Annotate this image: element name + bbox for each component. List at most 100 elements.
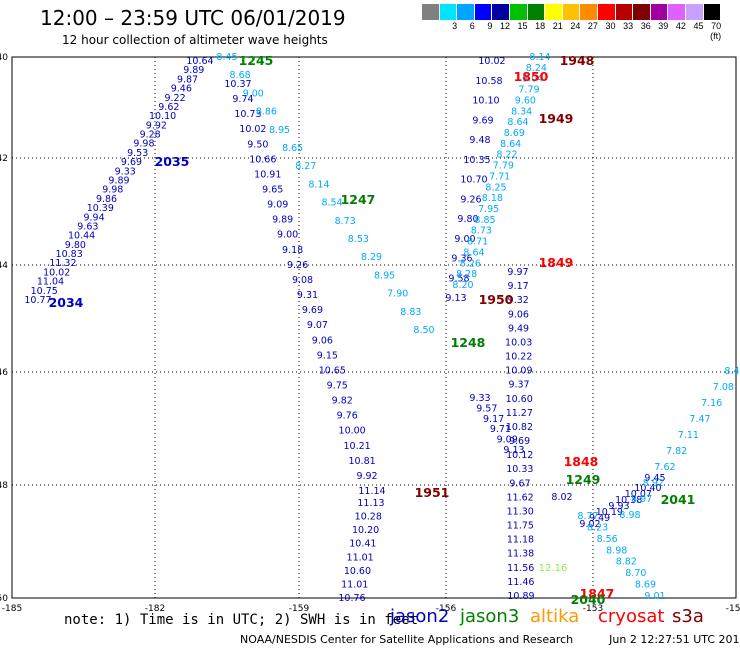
wave-height-value: 10.10 — [472, 96, 499, 107]
time-label: 1950 — [479, 292, 514, 307]
wave-height-value: 10.76 — [338, 593, 365, 604]
scale-swatch — [492, 4, 510, 20]
wave-height-value: 9.45 — [644, 473, 665, 484]
wave-height-value: 9.06 — [508, 309, 529, 320]
wave-height-value: 9.06 — [312, 335, 333, 346]
wave-height-value: 8.64 — [463, 247, 484, 258]
scale-label: 18 — [535, 21, 546, 31]
wave-height-value: 8.95 — [374, 270, 395, 281]
wave-height-value: 8.73 — [471, 226, 492, 237]
scale-swatch — [527, 4, 546, 20]
wave-height-value: 8.54 — [321, 198, 342, 209]
wave-height-value: 9.28 — [140, 130, 161, 141]
wave-height-value: 8.95 — [269, 125, 290, 136]
scale-swatch — [562, 4, 581, 20]
wave-height-value: 9.92 — [146, 120, 167, 131]
wave-height-value: 8.64 — [500, 139, 521, 150]
wave-height-value: 9.18 — [282, 245, 303, 256]
time-label: 1850 — [514, 69, 549, 84]
scale-swatch — [685, 4, 704, 20]
wave-height-value: 8.64 — [507, 117, 528, 128]
note-text: note: 1) Time is in UTC; 2) SWH is in fe… — [64, 612, 419, 628]
time-label: 1245 — [239, 53, 274, 68]
wave-height-value: 9.80 — [457, 214, 478, 225]
wave-height-value: 10.73 — [234, 109, 261, 120]
wave-height-value: 10.39 — [87, 203, 114, 214]
wave-height-value: 8.47 — [724, 366, 740, 377]
scale-label: 70 (ft) — [710, 21, 722, 41]
wave-height-value: 10.44 — [68, 231, 95, 242]
wave-height-value: 10.22 — [505, 352, 532, 363]
time-label: 1849 — [539, 255, 574, 270]
time-label: 2041 — [661, 492, 696, 507]
wave-height-value: 9.75 — [327, 380, 348, 391]
wave-height-value: 10.37 — [224, 79, 251, 90]
time-label: 2040 — [571, 592, 606, 607]
wave-height-value: 10.20 — [352, 525, 379, 536]
wave-height-value: 10.07 — [625, 489, 652, 500]
wave-height-value: 10.89 — [507, 591, 534, 602]
time-label: 2034 — [49, 295, 84, 310]
wave-height-value: 8.28 — [456, 269, 477, 280]
wave-height-value: 9.00 — [243, 88, 264, 99]
wave-height-value: 9.57 — [476, 403, 497, 414]
wave-height-value: 9.69 — [121, 157, 142, 168]
wave-height-value: 10.58 — [475, 76, 502, 87]
wave-height-value: 10.41 — [349, 539, 376, 550]
wave-height-value: 9.33 — [115, 166, 136, 177]
page-title: 12:00 – 23:59 UTC 06/01/2019 — [40, 6, 346, 30]
wave-height-value: 8.68 — [230, 70, 251, 81]
scale-swatch — [633, 4, 651, 20]
wave-height-value: 9.33 — [469, 393, 490, 404]
wave-height-value: 8.98 — [606, 545, 627, 556]
wave-height-value: 8.02 — [551, 492, 572, 503]
wave-height-value: 10.10 — [149, 111, 176, 122]
wave-height-value: 7.79 — [518, 85, 539, 96]
wave-height-value: 10.60 — [344, 566, 371, 577]
lat-label: -44 — [0, 261, 8, 271]
wave-height-value: 9.89 — [108, 176, 129, 187]
wave-height-value: 9.76 — [337, 411, 358, 422]
wave-height-value: 11.18 — [507, 535, 534, 546]
wave-height-value: 8.14 — [529, 52, 550, 63]
scale-label: 6 — [469, 21, 475, 31]
wave-height-value: 10.70 — [460, 175, 487, 186]
time-label: 2035 — [155, 154, 190, 169]
wave-height-value: 10.40 — [634, 483, 661, 494]
wave-height-value: 10.19 — [596, 507, 623, 518]
wave-height-value: 9.62 — [158, 102, 179, 113]
wave-height-value: 11.46 — [507, 577, 534, 588]
wave-height-value: 11.13 — [357, 498, 384, 509]
scale-label: 42 — [675, 21, 686, 31]
wave-height-value: 9.22 — [164, 93, 185, 104]
scale-swatch — [545, 4, 563, 20]
wave-height-value: 8.24 — [526, 63, 547, 74]
wave-height-value: 9.36 — [451, 254, 472, 265]
wave-height-value: 9.31 — [297, 290, 318, 301]
scale-label: 3 — [452, 21, 458, 31]
wave-height-value: 9.46 — [171, 84, 192, 95]
wave-height-value: 8.27 — [295, 161, 316, 172]
wave-height-value: 10.00 — [339, 426, 366, 437]
wave-height-value: 9.89 — [272, 215, 293, 226]
wave-height-value: 9.74 — [232, 94, 253, 105]
wave-height-value: 9.49 — [589, 513, 610, 524]
wave-height-value: 10.35 — [463, 155, 490, 166]
scale-label: 27 — [587, 21, 598, 31]
wave-height-value: 8.82 — [616, 557, 637, 568]
footer-timestamp: Jun 2 12:27:51 UTC 2019 — [609, 633, 740, 646]
wave-height-value: 9.60 — [515, 95, 536, 106]
wave-height-value: 9.15 — [317, 350, 338, 361]
wave-height-value: 11.14 — [358, 486, 385, 497]
wave-height-value: 10.02 — [239, 124, 266, 135]
wave-height-value: 10.03 — [505, 337, 532, 348]
scale-label: 15 — [517, 21, 528, 31]
time-label: 1848 — [564, 454, 599, 469]
scale-swatch — [509, 4, 528, 20]
wave-height-value: 9.00 — [454, 234, 475, 245]
scale-swatch — [615, 4, 634, 20]
wave-height-value: 8.97 — [631, 494, 652, 505]
wave-height-value: 9.93 — [608, 501, 629, 512]
wave-height-value: 9.86 — [96, 194, 117, 205]
